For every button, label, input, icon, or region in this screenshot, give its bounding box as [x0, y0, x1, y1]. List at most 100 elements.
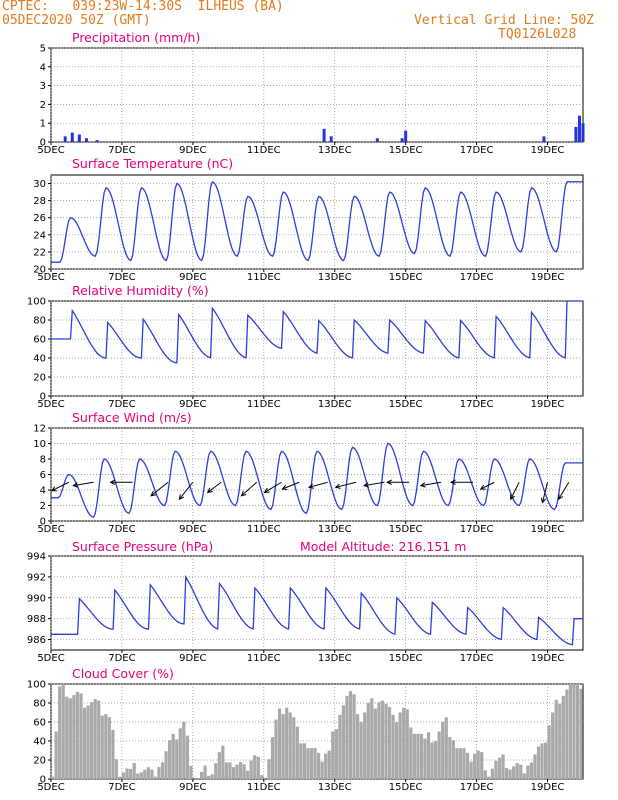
y-tick-label: 100 [27, 680, 46, 691]
precip-bar [581, 123, 585, 142]
x-tick-label: 13DEC [318, 399, 352, 410]
cloud-bar [480, 752, 484, 779]
cloud-bar [210, 774, 214, 779]
y-tick-label: 24 [33, 230, 46, 241]
x-tick-label: 7DEC [108, 272, 135, 283]
cloud-bar [540, 743, 544, 779]
wind-vector [207, 481, 222, 493]
cloud-bar [416, 733, 420, 779]
cloud-bar [277, 708, 282, 779]
cloud-bar [380, 700, 385, 779]
wind-vector [150, 481, 169, 497]
plot-area-rh [51, 300, 583, 364]
x-tick-label: 7DEC [108, 524, 135, 535]
cloud-bar [281, 714, 285, 779]
y-tick-label: 28 [33, 196, 46, 207]
x-tick-label: 19DEC [531, 653, 565, 664]
cloud-bar [189, 765, 193, 779]
cloud-bar [448, 737, 452, 779]
cloud-bar [554, 699, 558, 779]
cloud-bar [387, 706, 392, 779]
y-tick-label: 80 [33, 316, 46, 327]
wind-vector [558, 481, 570, 500]
cloud-bar [253, 755, 257, 779]
y-tick-label: 8 [40, 455, 46, 466]
x-tick-label: 11DEC [247, 399, 281, 410]
precip-bar [404, 130, 408, 142]
x-tick-label: 9DEC [179, 653, 206, 664]
station-header-line2: 05DEC2020 50Z (GMT) [2, 13, 151, 28]
cloud-bar [146, 767, 150, 779]
cloud-bar [82, 707, 87, 779]
x-tick-label: 15DEC [389, 524, 423, 535]
x-tick-label: 5DEC [37, 653, 64, 664]
panel-title-rh: Relative Humidity (%) [72, 283, 209, 298]
cloud-bar [182, 722, 186, 779]
cloud-bar [72, 695, 76, 779]
y-tick-label: 22 [33, 247, 46, 258]
cloud-bar [238, 762, 243, 779]
cloud-bar [79, 693, 83, 779]
cloud-bar [185, 735, 189, 779]
y-tick-label: 990 [27, 593, 46, 604]
panel-frame-pres [50, 555, 584, 651]
cloud-bar [168, 740, 172, 779]
cloud-bar [324, 753, 328, 779]
cloud-bar [572, 684, 576, 779]
x-tick-label: 15DEC [389, 145, 423, 156]
panel-title-precip: Precipitation (mm/h) [72, 30, 200, 45]
x-tick-label: 11DEC [247, 272, 281, 283]
series-line-pres [51, 574, 583, 646]
cloud-bar [536, 746, 541, 779]
y-tick-label: 5 [40, 44, 46, 55]
x-tick-label: 19DEC [531, 524, 565, 535]
wind-vector [73, 481, 94, 487]
cloud-bar [136, 773, 140, 779]
cloud-bar [267, 759, 271, 779]
x-tick-label: 11DEC [247, 524, 281, 535]
x-tick-label: 7DEC [108, 782, 135, 793]
x-tick-label: 13DEC [318, 782, 352, 793]
y-tick-label: 6 [40, 470, 46, 481]
y-tick-label: 0 [40, 517, 46, 528]
y-tick-label: 20 [33, 265, 46, 276]
cloud-bar [171, 733, 175, 779]
wind-vector-head [206, 487, 213, 494]
y-tick-label: 4 [40, 486, 46, 497]
x-tick-label: 9DEC [179, 145, 206, 156]
cloud-bar [317, 752, 321, 779]
cloud-bar [224, 762, 228, 779]
cloud-bar [366, 703, 370, 779]
wind-vector-head [419, 482, 426, 488]
cloud-bar [97, 700, 101, 779]
cloud-bar [196, 778, 200, 779]
cloud-bar [104, 714, 108, 779]
x-tick-label: 7DEC [108, 653, 135, 664]
x-tick-label: 5DEC [37, 145, 64, 156]
y-tick-label: 60 [33, 335, 46, 346]
cloud-bar [423, 738, 427, 779]
cloud-bar [497, 757, 502, 779]
cloud-bar [132, 763, 136, 779]
cloud-bar [512, 766, 516, 779]
cloud-bar [295, 726, 299, 779]
y-tick-label: 100 [27, 297, 46, 308]
wind-vector [178, 481, 194, 500]
wind-vector [335, 481, 357, 488]
x-tick-label: 5DEC [37, 782, 64, 793]
cloud-bar [313, 748, 317, 779]
precip-bar [70, 132, 74, 142]
cloud-bar [288, 712, 292, 779]
y-tick-label: 80 [33, 699, 46, 710]
wind-vector [510, 482, 520, 500]
cloud-bar [458, 748, 463, 779]
panel-title-cloud: Cloud Cover (%) [72, 666, 174, 681]
cloud-bar [260, 775, 264, 779]
cloud-bar [90, 702, 94, 779]
cloud-bar [139, 772, 143, 779]
precip-bar [95, 140, 99, 142]
cloud-bar [299, 743, 303, 779]
cloud-bar [285, 707, 289, 779]
wind-vector-head [334, 483, 341, 489]
cloud-bar [256, 756, 260, 779]
